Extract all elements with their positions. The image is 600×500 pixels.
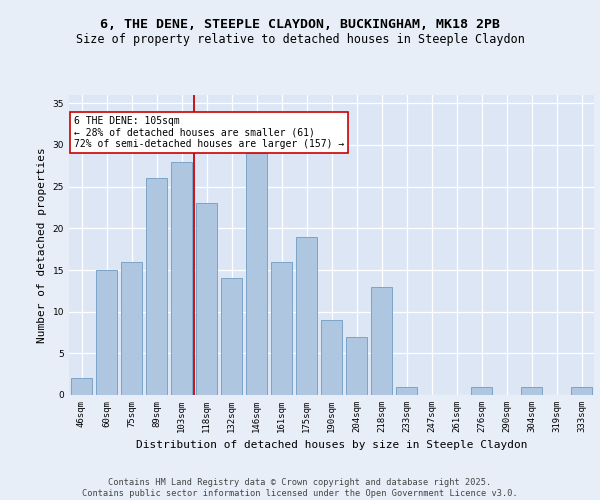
Bar bbox=[271, 262, 292, 395]
Bar bbox=[346, 336, 367, 395]
Bar bbox=[246, 154, 267, 395]
Text: 6, THE DENE, STEEPLE CLAYDON, BUCKINGHAM, MK18 2PB: 6, THE DENE, STEEPLE CLAYDON, BUCKINGHAM… bbox=[100, 18, 500, 30]
Text: 6 THE DENE: 105sqm
← 28% of detached houses are smaller (61)
72% of semi-detache: 6 THE DENE: 105sqm ← 28% of detached hou… bbox=[74, 116, 344, 149]
Bar bbox=[521, 386, 542, 395]
Bar bbox=[221, 278, 242, 395]
Text: Size of property relative to detached houses in Steeple Claydon: Size of property relative to detached ho… bbox=[76, 32, 524, 46]
Bar bbox=[371, 286, 392, 395]
Bar bbox=[196, 204, 217, 395]
Text: Contains HM Land Registry data © Crown copyright and database right 2025.
Contai: Contains HM Land Registry data © Crown c… bbox=[82, 478, 518, 498]
Bar bbox=[471, 386, 492, 395]
Bar bbox=[146, 178, 167, 395]
Bar bbox=[296, 236, 317, 395]
Bar bbox=[96, 270, 117, 395]
Bar bbox=[121, 262, 142, 395]
Bar bbox=[396, 386, 417, 395]
Bar bbox=[571, 386, 592, 395]
Bar bbox=[71, 378, 92, 395]
X-axis label: Distribution of detached houses by size in Steeple Claydon: Distribution of detached houses by size … bbox=[136, 440, 527, 450]
Bar bbox=[321, 320, 342, 395]
Bar bbox=[171, 162, 192, 395]
Y-axis label: Number of detached properties: Number of detached properties bbox=[37, 147, 47, 343]
